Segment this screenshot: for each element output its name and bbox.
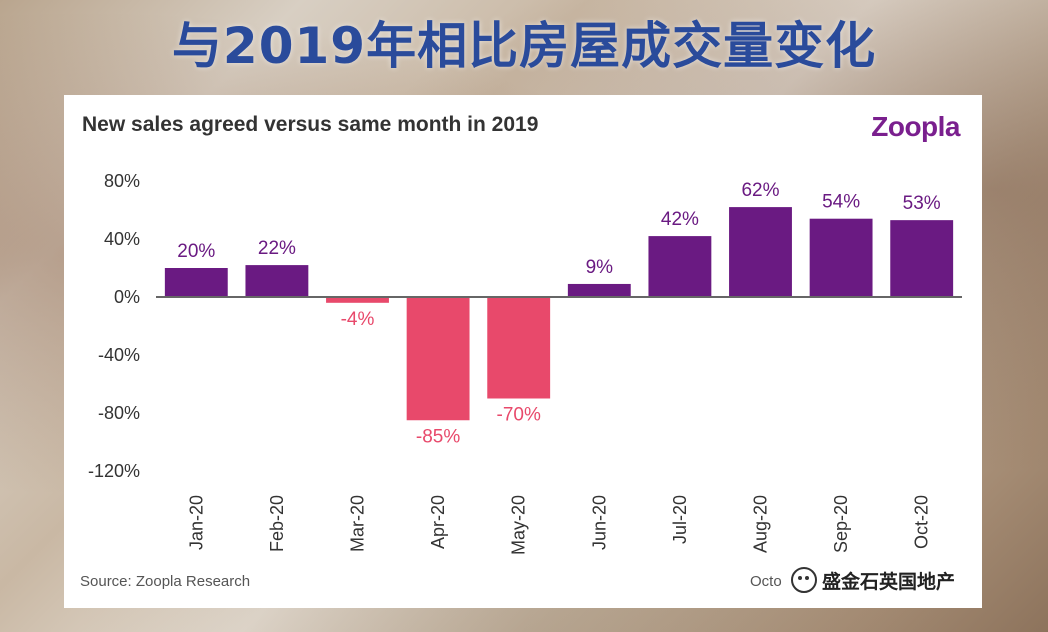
x-tick-label: Aug-20 xyxy=(751,495,771,553)
y-tick-label: -40% xyxy=(98,345,140,365)
x-tick-label: May-20 xyxy=(509,495,529,555)
date-note: Octo xyxy=(750,573,782,590)
data-label: 20% xyxy=(177,241,215,262)
x-tick-label: Jun-20 xyxy=(589,495,609,550)
y-tick-label: -120% xyxy=(88,461,140,481)
x-tick-label: Sep-20 xyxy=(831,495,851,553)
brand-logo: Zoopla xyxy=(871,111,960,142)
bar xyxy=(729,207,792,297)
bar xyxy=(567,283,631,297)
data-label: 62% xyxy=(741,180,779,201)
bar xyxy=(487,297,551,399)
data-label: -70% xyxy=(497,405,541,426)
y-tick-label: 40% xyxy=(104,229,140,249)
data-label: -85% xyxy=(416,426,460,447)
y-tick-label: 80% xyxy=(104,171,140,191)
x-tick-label: Mar-20 xyxy=(348,495,368,552)
y-tick-label: 0% xyxy=(114,287,140,307)
source-note: Source: Zoopla Research xyxy=(80,573,251,590)
chart-title: New sales agreed versus same month in 20… xyxy=(82,113,539,136)
data-label: -4% xyxy=(341,309,375,330)
watermark: 盛金石英国地产 xyxy=(790,566,955,594)
bar xyxy=(326,297,389,303)
y-tick-label: -80% xyxy=(98,403,140,423)
x-tick-label: Apr-20 xyxy=(428,495,448,549)
bar xyxy=(164,268,228,297)
wechat-icon xyxy=(791,567,817,593)
bar-chart: 80% 40% 0% -40% -80% -120% 20% Jan-20 22% Feb-20 -… xyxy=(88,171,962,555)
chart-card: New sales agreed versus same month in 20… xyxy=(64,95,982,608)
data-label: 54% xyxy=(822,192,860,213)
x-tick-label: Feb-20 xyxy=(267,495,287,552)
x-tick-label: Jan-20 xyxy=(186,495,206,550)
data-label: 9% xyxy=(586,257,614,278)
bar xyxy=(890,220,954,297)
bar xyxy=(406,297,470,421)
x-tick-label: Oct-20 xyxy=(912,495,932,549)
data-label: 53% xyxy=(903,193,941,214)
page-headline: 与2019年相比房屋成交量变化 xyxy=(171,17,877,75)
data-label: 22% xyxy=(258,238,296,259)
bar xyxy=(648,236,712,297)
bar xyxy=(809,218,873,297)
data-label: 42% xyxy=(661,209,699,230)
x-tick-label: Jul-20 xyxy=(670,495,690,544)
watermark-text: 盛金石英国地产 xyxy=(822,571,956,593)
bar xyxy=(245,265,309,297)
